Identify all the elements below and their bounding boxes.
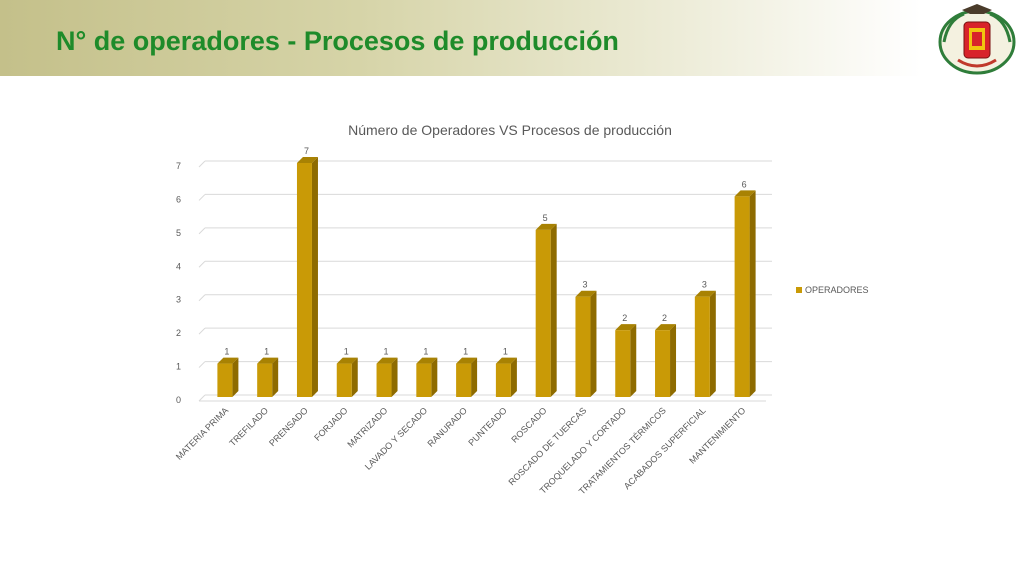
- data-label: 2: [662, 313, 667, 323]
- y-axis-tick-labels: 0 1 2 3 4 5 6 7: [176, 161, 181, 405]
- bar-side: [749, 190, 756, 397]
- bar-top: [495, 357, 517, 364]
- data-label: 7: [304, 146, 309, 156]
- bar-top: [376, 357, 398, 364]
- bar: [535, 229, 551, 397]
- bar-side: [431, 357, 438, 397]
- bar-top: [575, 290, 597, 297]
- bar: [336, 363, 352, 397]
- y-tick-label: 4: [176, 261, 181, 271]
- bar-top: [217, 357, 239, 364]
- bar-top: [456, 357, 478, 364]
- header-band: [0, 0, 1024, 76]
- data-label: 3: [702, 280, 707, 290]
- bar: [217, 363, 233, 397]
- bar-side: [311, 157, 318, 397]
- bar-side: [630, 324, 637, 397]
- data-label: 3: [582, 280, 587, 290]
- gridline-depth: [198, 294, 206, 302]
- gridline-depth: [198, 160, 206, 168]
- gridline-depth: [198, 394, 206, 402]
- bar: [495, 363, 511, 397]
- gridline-depth: [198, 260, 206, 268]
- x-tick-label: TREFILADO: [227, 405, 270, 448]
- y-tick-label: 7: [176, 161, 181, 171]
- bar-top: [416, 357, 438, 364]
- y-tick-label: 0: [176, 395, 181, 405]
- bar-top: [615, 324, 637, 331]
- bar-side: [471, 357, 478, 397]
- data-label: 1: [224, 347, 229, 357]
- gridline-depth: [198, 194, 206, 201]
- bar-side: [351, 357, 358, 397]
- x-tick-label: RANURADO: [426, 405, 469, 448]
- data-label: 6: [742, 179, 747, 189]
- bar-top: [257, 357, 279, 364]
- bar: [655, 330, 671, 397]
- bar-side: [590, 290, 597, 397]
- y-tick-label: 3: [176, 295, 181, 305]
- legend-swatch: [796, 287, 802, 293]
- data-label: 2: [622, 313, 627, 323]
- x-tick-label: ACABADOS SUPERFICIAL: [622, 405, 708, 491]
- data-label: 1: [423, 347, 428, 357]
- x-tick-label: PUNTEADO: [466, 405, 508, 447]
- x-tick-label: ROSCADO: [509, 405, 548, 444]
- bar: [257, 363, 273, 397]
- legend-label: OPERADORES: [805, 285, 869, 295]
- bar-top: [734, 190, 756, 197]
- y-tick-label: 6: [176, 194, 181, 204]
- data-label: 1: [344, 347, 349, 357]
- data-label: 5: [543, 213, 548, 223]
- coat-of-arms-logo: [938, 4, 1016, 75]
- data-label: 1: [463, 347, 468, 357]
- bar: [416, 363, 432, 397]
- chart-bars: [217, 157, 756, 397]
- chart-gridlines: [198, 160, 772, 402]
- x-tick-label: MATRIZADO: [345, 405, 389, 449]
- data-label: 1: [384, 347, 389, 357]
- data-label: 1: [503, 347, 508, 357]
- bar-top: [535, 223, 557, 230]
- bar: [456, 363, 472, 397]
- data-label: 1: [264, 347, 269, 357]
- bar-side: [550, 223, 557, 397]
- x-tick-label: FORJADO: [312, 405, 349, 442]
- gridline-depth: [198, 227, 206, 235]
- gridline-depth: [198, 327, 206, 335]
- bar: [296, 163, 312, 397]
- bar: [734, 196, 750, 397]
- chart-legend: OPERADORES: [796, 285, 869, 295]
- gridline-depth: [198, 361, 206, 368]
- bar: [575, 296, 591, 397]
- y-tick-label: 5: [176, 228, 181, 238]
- y-tick-label: 1: [176, 362, 181, 372]
- bar-side: [709, 290, 716, 397]
- y-tick-label: 2: [176, 328, 181, 338]
- bar: [615, 330, 631, 397]
- bar-top: [336, 357, 358, 364]
- bar-top: [296, 157, 318, 163]
- bar: [376, 363, 392, 397]
- bar-side: [391, 357, 398, 397]
- x-tick-label: PRENSADO: [267, 405, 310, 448]
- bar-side: [232, 357, 239, 397]
- bar-top: [655, 324, 677, 331]
- bar-side: [272, 357, 279, 397]
- x-tick-label: ROSCADO DE TUERCAS: [506, 405, 588, 487]
- bar: [694, 296, 710, 397]
- bar-side: [670, 324, 677, 397]
- x-tick-label: MATERIA PRIMA: [174, 405, 230, 461]
- slide-title: N° de operadores - Procesos de producció…: [56, 26, 619, 56]
- bar-side: [510, 357, 517, 397]
- bar-data-labels: 1 1 7 1 1 1 1 1 5 3 2 2 3 6: [224, 146, 746, 357]
- bar-top: [694, 290, 716, 297]
- chart-title: Número de Operadores VS Procesos de prod…: [348, 122, 672, 138]
